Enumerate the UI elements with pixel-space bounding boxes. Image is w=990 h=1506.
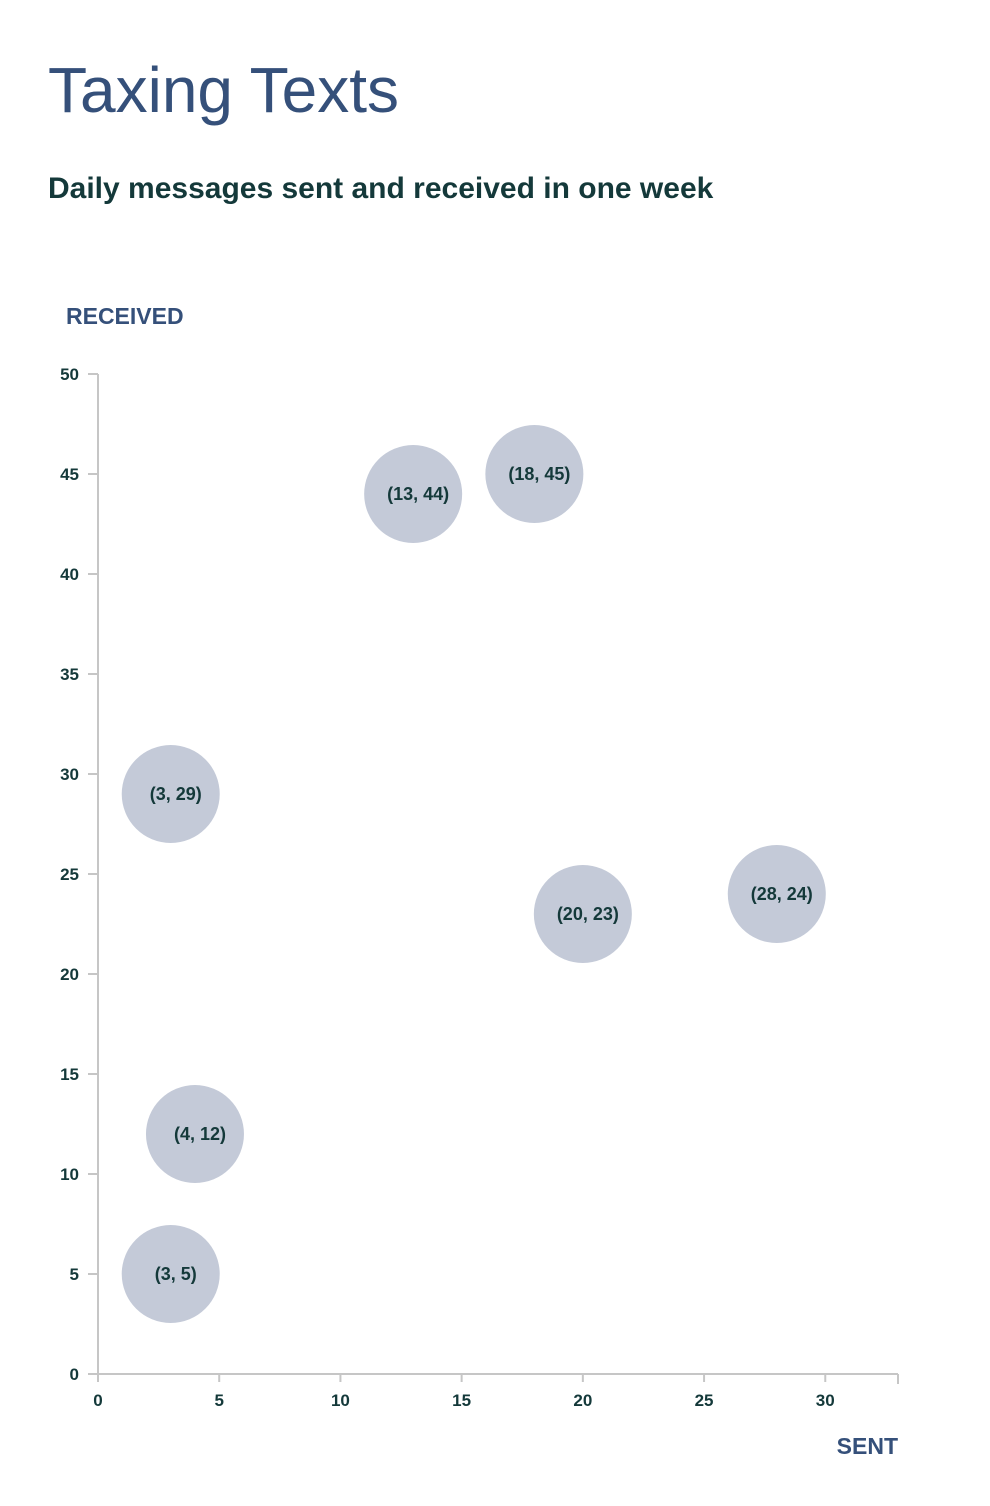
y-tick-label: 20 [60, 965, 79, 984]
data-point-bubble [121, 745, 220, 843]
data-point: (18, 45) [485, 425, 584, 523]
y-tick-label: 25 [60, 865, 79, 884]
y-tick-label: 35 [60, 665, 79, 684]
y-axis-ticks: 0 5 10 15 20 25 30 35 40 45 50 [60, 365, 98, 1384]
data-point-bubble [121, 1225, 220, 1323]
y-tick-label: 0 [70, 1365, 79, 1384]
data-point-label: (20, 23) [557, 904, 619, 924]
data-point-label: (3, 29) [150, 784, 202, 804]
data-point-bubble [364, 445, 463, 543]
x-tick-label: 20 [573, 1391, 592, 1410]
data-point-label: (28, 24) [751, 884, 813, 904]
x-tick-label: 30 [816, 1391, 835, 1410]
data-point-label: (4, 12) [174, 1124, 226, 1144]
data-point-label: (18, 45) [508, 464, 570, 484]
page-title: Taxing Texts [48, 54, 399, 126]
y-tick-label: 5 [70, 1265, 79, 1284]
data-point-bubble [533, 865, 632, 963]
chart-axes: 0 5 10 15 20 25 30 35 40 45 50 0 5 10 15 20 25 30 [60, 365, 899, 1410]
data-point: (3, 29) [121, 745, 220, 843]
x-tick-label: 15 [452, 1391, 471, 1410]
y-tick-label: 10 [60, 1165, 79, 1184]
x-tick-label: 25 [695, 1391, 714, 1410]
data-points: (13, 44) (18, 45) (3, 29) (20, 23) (28, 24) (… [121, 425, 826, 1323]
y-tick-label: 50 [60, 365, 79, 384]
y-tick-label: 15 [60, 1065, 79, 1084]
x-tick-label: 5 [214, 1391, 223, 1410]
y-tick-label: 40 [60, 565, 79, 584]
data-point-label: (3, 5) [155, 1264, 197, 1284]
data-point-bubble [727, 845, 826, 943]
data-point: (28, 24) [727, 845, 826, 943]
y-tick-label: 45 [60, 465, 79, 484]
data-point: (20, 23) [533, 865, 632, 963]
data-point-bubble [145, 1085, 244, 1183]
y-tick-label: 30 [60, 765, 79, 784]
y-axis-title: RECEIVED [66, 303, 184, 329]
data-point-label: (13, 44) [387, 484, 449, 504]
data-point: (4, 12) [145, 1085, 244, 1183]
data-point: (13, 44) [364, 445, 463, 543]
x-axis-ticks: 0 5 10 15 20 25 30 [93, 1374, 835, 1410]
data-point: (3, 5) [121, 1225, 220, 1323]
x-axis-title: SENT [837, 1433, 898, 1459]
x-tick-label: 10 [331, 1391, 350, 1410]
x-tick-label: 0 [93, 1391, 102, 1410]
page-subtitle: Daily messages sent and received in one … [48, 172, 714, 205]
data-point-bubble [485, 425, 584, 523]
